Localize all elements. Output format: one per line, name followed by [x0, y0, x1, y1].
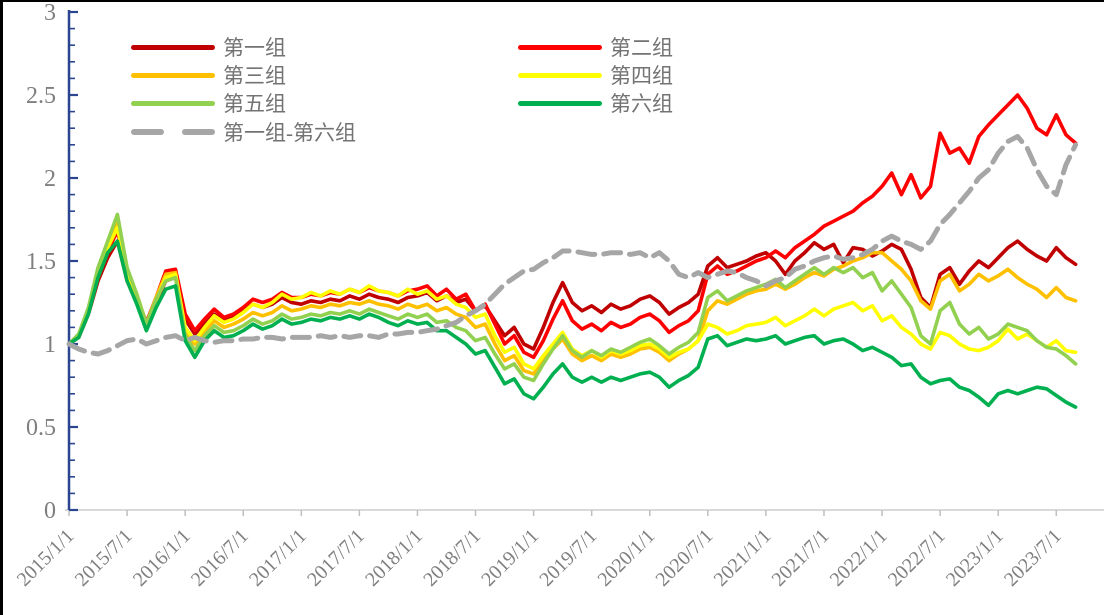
series-line-group-3 [67, 221, 1078, 376]
y-tick-label: 1.5 [26, 249, 56, 275]
x-tick-label: 2020/1/1 [593, 525, 659, 591]
legend-item-group-1-minus-group-6: 第一组-第六组 [131, 120, 356, 145]
legend-line-sample [131, 100, 215, 106]
x-tick-label: 2018/7/1 [419, 525, 485, 591]
legend-item-group-2: 第二组 [518, 35, 673, 60]
legend-dash-segment [182, 129, 215, 135]
series-line-group-6 [67, 239, 1078, 409]
legend-label-group-3: 第三组 [223, 64, 286, 88]
x-tick-label: 2015/1/1 [13, 525, 79, 591]
y-tick-label: 0 [44, 498, 56, 524]
x-tick-label: 2023/7/1 [1000, 525, 1066, 591]
series-line-group-5 [67, 212, 1078, 383]
x-tick-label: 2019/7/1 [535, 525, 601, 591]
legend-swatch-group-6 [518, 100, 602, 106]
x-tick-label: 2017/1/1 [245, 525, 311, 591]
plot-area: 2015/1/12015/7/12016/1/12016/7/12017/1/1… [13, 2, 1104, 591]
x-tick-label: 2019/1/1 [477, 525, 543, 591]
legend-label-group-2: 第二组 [610, 36, 673, 60]
legend-label-group-6: 第六组 [610, 92, 673, 116]
legend-item-group-6: 第六组 [518, 91, 673, 116]
legend-swatch-group-1 [131, 44, 215, 50]
series-line-group-1-minus-group-6 [66, 134, 1079, 357]
legend-line-sample [131, 72, 215, 78]
legend-item-group-1: 第一组 [131, 35, 286, 60]
legend: 第一组 第二组第三组 第四组第五组 第六组第一组-第六组 [3, 2, 1104, 162]
x-tick-label: 2018/1/1 [361, 525, 427, 591]
legend-swatch-group-2 [518, 44, 602, 50]
legend-swatch-group-3 [131, 72, 215, 78]
legend-item-group-4: 第四组 [518, 63, 673, 88]
x-tick-label: 2023/1/1 [942, 525, 1008, 591]
legend-label-group-1-minus-group-6: 第一组-第六组 [223, 121, 356, 145]
x-tick-label: 2022/1/1 [826, 525, 892, 591]
legend-label-group-5: 第五组 [223, 92, 286, 116]
x-tick-label: 2016/1/1 [129, 525, 195, 591]
x-tick-label: 2021/1/1 [710, 525, 776, 591]
legend-dash-segment [131, 129, 164, 135]
legend-item-group-5: 第五组 [131, 91, 286, 116]
y-tick-label: 2 [44, 166, 56, 192]
legend-line-sample [518, 72, 602, 78]
legend-line-sample [518, 44, 602, 50]
legend-line-sample [131, 44, 215, 50]
legend-item-group-3: 第三组 [131, 63, 286, 88]
x-tick-label: 2022/7/1 [884, 525, 950, 591]
legend-swatch-group-4 [518, 72, 602, 78]
series-line-group-2 [67, 93, 1078, 360]
legend-label-group-1: 第一组 [223, 36, 286, 60]
y-tick-label: 2.5 [26, 83, 56, 109]
y-tick-label: 0.5 [26, 415, 56, 441]
legend-swatch-group-5 [131, 100, 215, 106]
x-tick-label: 2020/7/1 [652, 525, 718, 591]
y-tick-label: 1 [44, 332, 56, 358]
x-tick-label: 2017/7/1 [303, 525, 369, 591]
legend-label-group-4: 第四组 [610, 64, 673, 88]
x-tick-label: 2016/7/1 [187, 525, 253, 591]
legend-line-sample [518, 100, 602, 106]
x-tick-label: 2021/7/1 [768, 525, 834, 591]
x-tick-label: 2015/7/1 [71, 525, 137, 591]
y-tick-label: 3 [44, 2, 56, 26]
legend-swatch-group-1-minus-group-6 [131, 129, 215, 135]
